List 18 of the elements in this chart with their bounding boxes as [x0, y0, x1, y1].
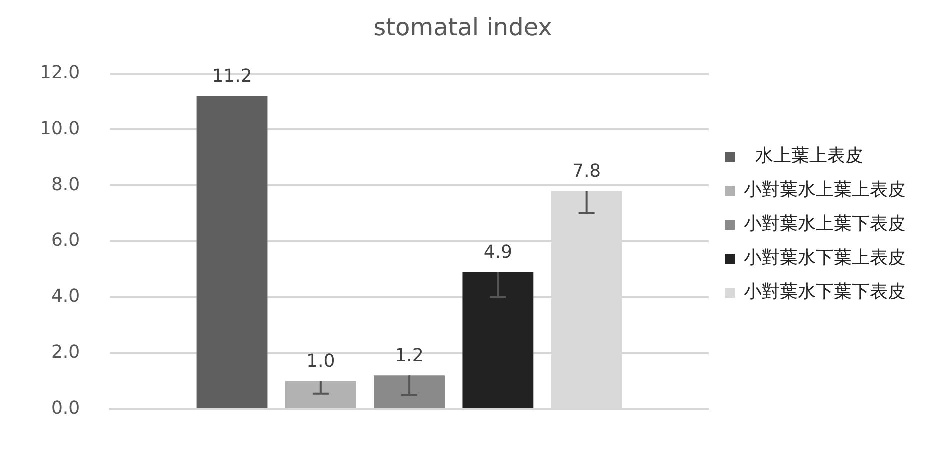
legend-label: 小對葉水下葉上表皮	[744, 248, 906, 269]
y-tick-label: 6.0	[51, 230, 80, 252]
data-label: 7.8	[572, 160, 602, 182]
y-tick-label: 12.0	[40, 62, 80, 84]
chart-title: stomatal index	[374, 14, 552, 42]
y-tick-label: 0.0	[51, 398, 80, 419]
y-tick-label: 2.0	[51, 342, 80, 363]
legend-label: 水上葉上表皮	[744, 146, 864, 167]
legend-label: 小對葉水上葉上表皮	[744, 180, 906, 201]
data-label: 1.2	[395, 345, 424, 366]
legend-label: 小對葉水下葉下表皮	[744, 282, 906, 303]
data-label: 1.0	[306, 350, 336, 372]
data-label: 11.2	[212, 66, 252, 87]
data-label: 4.9	[484, 242, 512, 263]
y-tick-label: 10.0	[40, 118, 80, 140]
legend-label: 小對葉水上葉下表皮	[744, 214, 906, 235]
y-tick-label: 4.0	[51, 286, 80, 308]
y-tick-label: 8.0	[51, 174, 80, 196]
